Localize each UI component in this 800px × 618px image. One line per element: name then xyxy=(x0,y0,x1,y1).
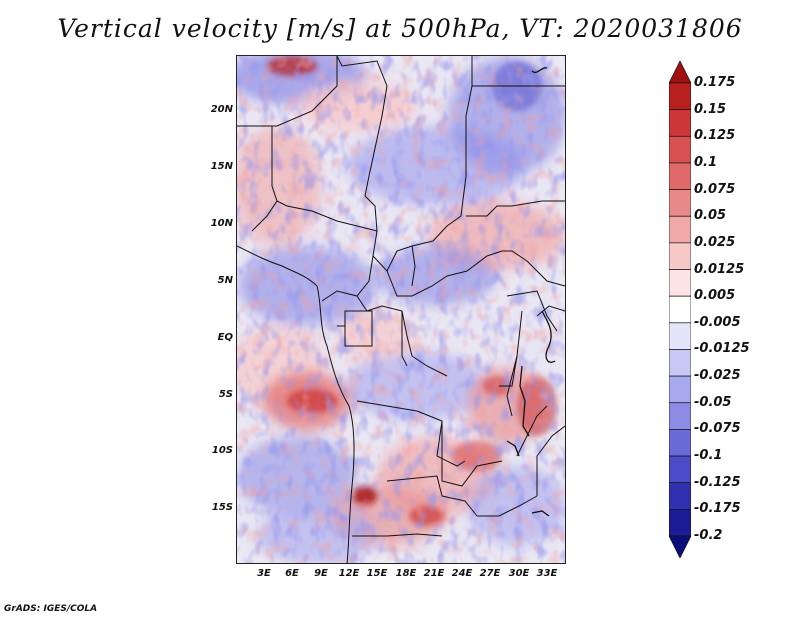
colorbar-segment xyxy=(669,215,691,244)
colorbar-label: -0.125 xyxy=(694,474,741,490)
velocity-field xyxy=(237,56,565,563)
lat-tick-label: 5S xyxy=(218,389,233,400)
lat-tick-label: 15N xyxy=(210,161,233,172)
colorbar-segment xyxy=(669,269,691,297)
lat-tick-label: 10S xyxy=(211,445,233,456)
lon-tick-label: 30E xyxy=(508,568,530,579)
colorbar-label: 0.025 xyxy=(694,234,736,250)
lat-tick-label: EQ xyxy=(217,332,233,343)
lat-tick-label: 15S xyxy=(211,502,233,513)
velocity-map xyxy=(236,55,566,564)
lon-tick-label: 12E xyxy=(338,568,360,579)
colorbar-label: -0.2 xyxy=(694,528,723,543)
colorbar-label: 0.05 xyxy=(694,208,727,224)
colorbar-label: 0.125 xyxy=(694,128,736,144)
colorbar-label: -0.005 xyxy=(694,314,741,330)
colorbar-top-arrow xyxy=(669,61,691,84)
lon-tick-label: 21E xyxy=(423,568,445,579)
colorbar-label: 0.175 xyxy=(694,75,736,90)
colorbar-segment xyxy=(669,322,691,350)
map-title: Vertical velocity [m/s] at 500hPa, VT: 2… xyxy=(57,14,743,43)
colorbar-label: 0.005 xyxy=(694,288,736,304)
colorbar-segment xyxy=(669,162,691,190)
lon-tick-label: 33E xyxy=(536,568,558,579)
lat-tick-label: 5N xyxy=(217,275,233,286)
colorbar-segment xyxy=(669,375,691,404)
colorbar-segment xyxy=(669,135,691,164)
colorbar xyxy=(669,61,691,558)
colorbar-label: 0.1 xyxy=(694,154,718,170)
lon-tick-label: 3E xyxy=(257,568,271,579)
colorbar-label: -0.0125 xyxy=(694,341,750,357)
colorbar-segment xyxy=(669,429,691,457)
colorbar-segment xyxy=(669,482,691,510)
lakes xyxy=(506,67,556,517)
colorbar-bottom-arrow xyxy=(669,535,691,558)
colorbar-segment xyxy=(669,295,691,324)
colorbar-label: -0.175 xyxy=(694,501,741,517)
colorbar-segment xyxy=(669,349,691,377)
lon-tick-label: 9E xyxy=(314,568,328,579)
lon-tick-label: 6E xyxy=(285,568,299,579)
colorbar-segment xyxy=(669,109,691,137)
colorbar-segment xyxy=(669,455,691,484)
colorbar-segment xyxy=(669,402,691,430)
colorbar-label: -0.075 xyxy=(694,421,741,437)
lon-tick-label: 18E xyxy=(395,568,417,579)
lon-tick-label: 27E xyxy=(479,568,501,579)
colorbar-label: -0.025 xyxy=(694,368,741,384)
country-borders xyxy=(237,56,565,563)
colorbar-segment xyxy=(669,189,691,217)
colorbar-segment xyxy=(669,82,691,110)
lon-tick-label: 24E xyxy=(451,568,473,579)
colorbar-segment xyxy=(669,242,691,270)
grads-credit: GrADS: IGES/COLA xyxy=(4,604,98,614)
lon-tick-label: 15E xyxy=(366,568,388,579)
lat-tick-label: 10N xyxy=(210,218,233,229)
colorbar-label: -0.05 xyxy=(694,394,732,410)
lat-tick-label: 20N xyxy=(210,104,233,115)
colorbar-label: -0.1 xyxy=(694,448,723,464)
colorbar-label: 0.15 xyxy=(694,101,727,117)
colorbar-segment xyxy=(669,509,691,537)
colorbar-label: 0.0125 xyxy=(694,261,745,277)
colorbar-label: 0.075 xyxy=(694,181,736,197)
